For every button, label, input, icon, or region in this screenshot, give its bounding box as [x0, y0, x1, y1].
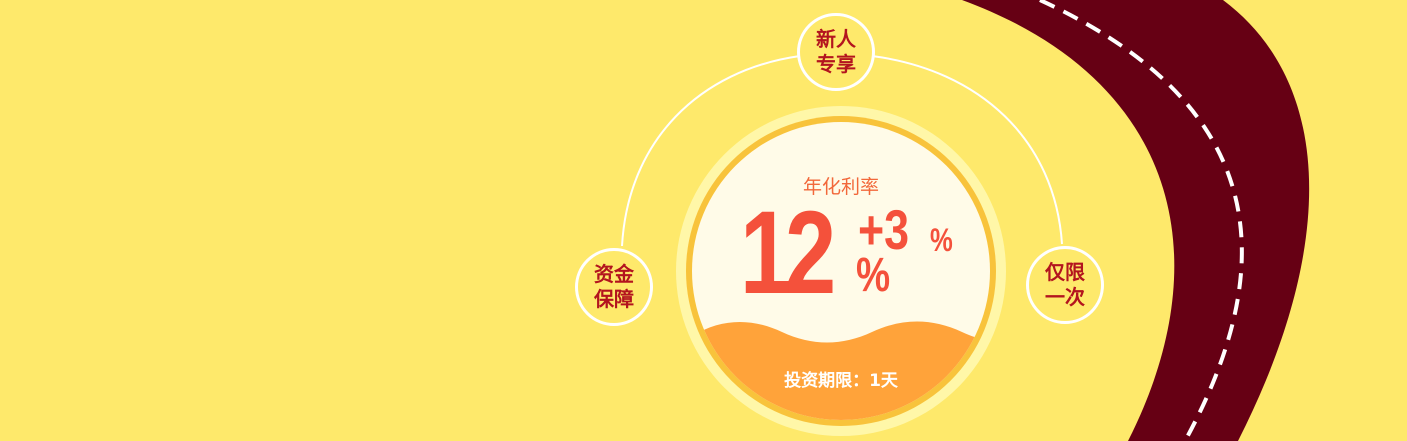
- badge-fund-security-line2: 保障: [594, 287, 634, 311]
- rate-bonus-unit: %: [930, 222, 953, 258]
- rate-base-unit: %: [856, 249, 891, 302]
- badge-once-only: 仅限 一次: [1026, 246, 1104, 324]
- badge-fund-security-line1: 资金: [594, 262, 634, 286]
- rate-dial: 年化利率 12 % +3 % 投资期限：1天: [692, 122, 990, 420]
- badge-fund-security: 资金 保障: [575, 248, 653, 326]
- rate-bonus-value: +3: [858, 198, 910, 261]
- badge-once-only-line2: 一次: [1045, 285, 1085, 309]
- investment-term: 投资期限：1天: [784, 371, 898, 391]
- badge-new-user: 新人 专享: [797, 13, 875, 91]
- rate-base-value: 12: [740, 187, 836, 319]
- rate-label: 年化利率: [802, 176, 879, 198]
- badge-once-only-line1: 仅限: [1045, 260, 1085, 284]
- wave-decoration: [692, 321, 990, 420]
- badge-new-user-line1: 新人: [816, 27, 856, 51]
- badge-new-user-line2: 专享: [816, 52, 856, 76]
